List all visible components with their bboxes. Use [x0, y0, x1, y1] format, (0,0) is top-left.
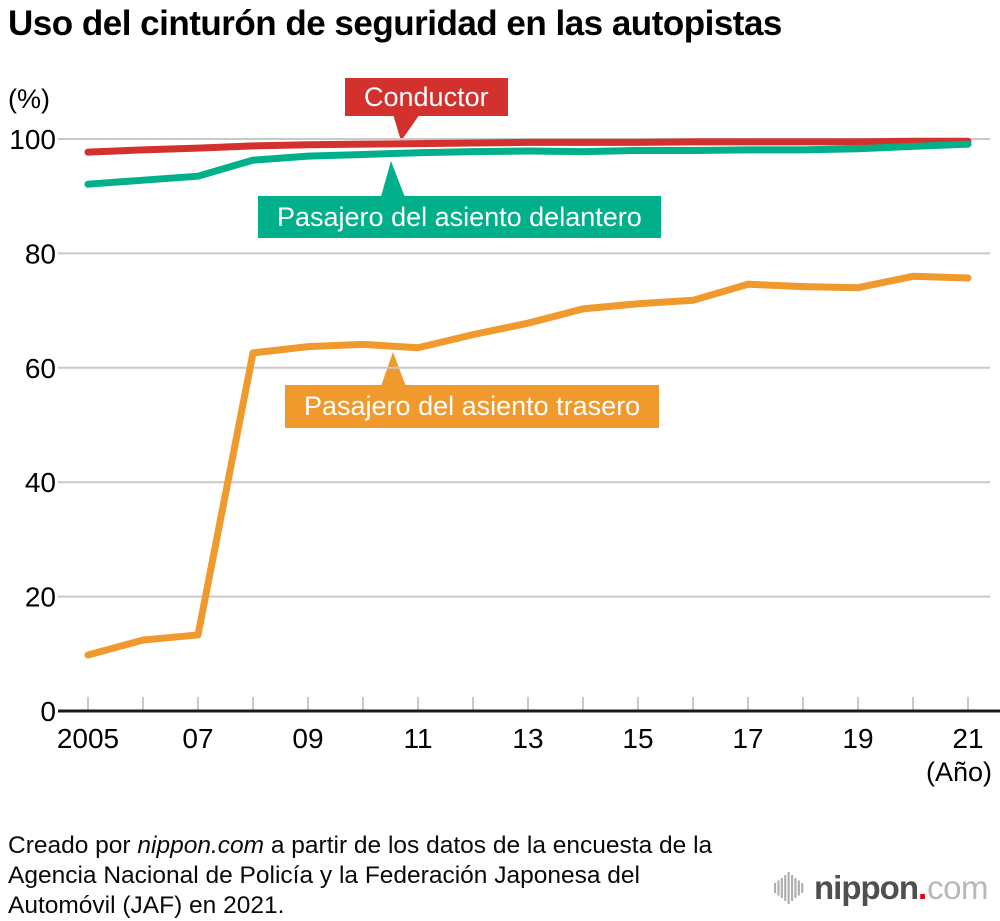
conductor-series-label: Conductor	[345, 78, 508, 116]
y-tick-label-0: 0	[40, 696, 56, 727]
logo-brand-text: nippon	[814, 869, 919, 906]
data-line-0	[84, 137, 972, 156]
conductor-callout-tail	[393, 114, 420, 141]
x-tick-label-2013: 13	[512, 723, 543, 754]
trasero-callout-tail	[380, 352, 407, 389]
data-line-2	[84, 272, 972, 659]
soundbar	[780, 878, 783, 898]
source-note-line-1: Creado por nippon.com a partir de los da…	[8, 832, 713, 859]
soundbar	[791, 875, 794, 901]
x-tick-label-2009: 09	[292, 723, 323, 754]
soundbar	[794, 878, 797, 898]
soundbar	[801, 883, 804, 893]
soundbar	[777, 880, 780, 896]
soundbars-icon	[774, 872, 804, 904]
data-line-1	[84, 140, 972, 188]
source-note-line-3: Automóvil (JAF) en 2021.	[8, 892, 285, 919]
soundbar	[774, 883, 777, 893]
nippon-com-logo: nippon. com	[773, 868, 988, 908]
x-tick-label-2017: 17	[732, 723, 763, 754]
x-tick-label-2015: 15	[622, 723, 653, 754]
delantero-callout-tail	[380, 161, 406, 200]
y-tick-label-100: 100	[9, 124, 56, 155]
front-passenger-series-label: Pasajero del asiento delantero	[258, 196, 661, 238]
y-tick-label-20: 20	[25, 582, 56, 613]
logo-red-dot: .	[917, 869, 928, 906]
x-tick-label-2011: 11	[403, 723, 432, 754]
logo-tld-text: com	[927, 869, 988, 906]
y-tick-label-60: 60	[25, 353, 56, 384]
source-note-line-2: Agencia Nacional de Policía y la Federac…	[8, 862, 640, 889]
brand-name-italic: nippon.com	[137, 832, 265, 859]
soundbar	[784, 875, 787, 901]
chart-title: Uso del cinturón de seguridad en las aut…	[8, 4, 782, 43]
x-tick-label-2021: 21	[952, 723, 983, 754]
source-note: Creado por nippon.com a partir de los da…	[8, 831, 712, 921]
x-tick-label-2005: 2005	[57, 723, 119, 754]
soundbar	[797, 880, 800, 896]
rear-passenger-series-label: Pasajero del asiento trasero	[285, 385, 660, 428]
x-axis-unit-label: (Año)	[925, 757, 992, 787]
soundbar	[787, 872, 790, 904]
y-axis-unit-label: (%)	[8, 84, 50, 114]
x-tick-label-2019: 19	[842, 723, 873, 754]
x-tick-label-2007: 07	[182, 723, 213, 754]
y-tick-label-40: 40	[25, 467, 56, 498]
y-tick-label-80: 80	[25, 238, 56, 269]
